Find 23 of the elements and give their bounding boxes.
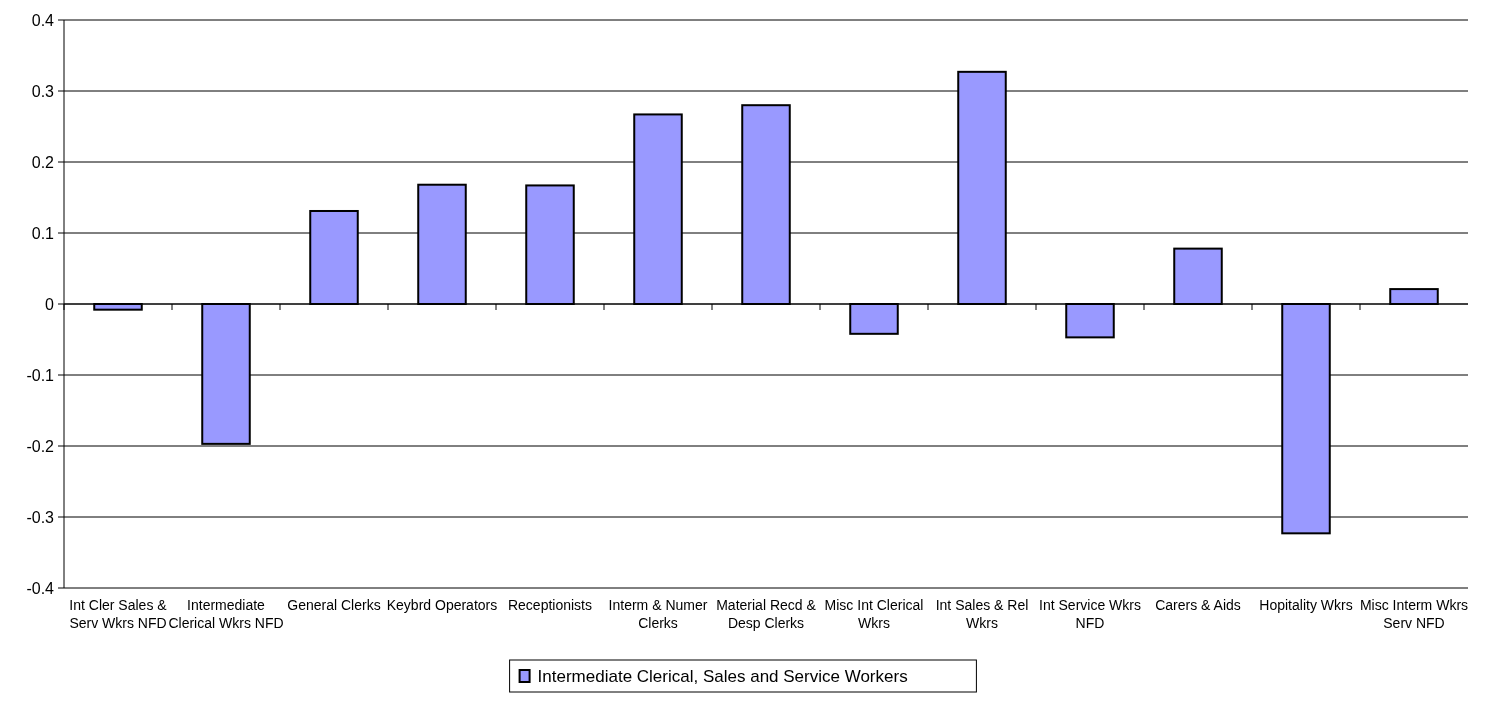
x-tick-label: Receptionists [507, 597, 593, 613]
y-tick-label: -0.1 [26, 366, 55, 384]
x-tick-label: Material Recd & Desp Clerks [716, 597, 817, 631]
x-tick-label: General Clerks [287, 597, 381, 613]
y-tick-label: 0.1 [31, 224, 55, 242]
x-tick-label: Hopitality Wkrs [1259, 597, 1353, 613]
y-tick-label: -0.3 [26, 508, 55, 526]
y-tick-label: 0.2 [31, 153, 55, 171]
y-tick-label: 0 [45, 295, 55, 313]
x-tick-label: Int Service Wkrs NFD [1039, 597, 1141, 631]
y-tick-label: -0.2 [26, 437, 55, 455]
x-tick-label: Int Sales & Rel Wkrs [935, 597, 1029, 631]
x-tick-label: Misc Int Clerical Wkrs [824, 597, 924, 631]
y-tick-label: 0.3 [31, 82, 55, 100]
x-tick-label: Keybrd Operators [386, 597, 498, 613]
legend-label: Intermediate Clerical, Sales and Service Workers [537, 666, 908, 686]
x-tick-label: Intermediate Clerical Wkrs NFD [168, 597, 284, 631]
x-tick-label: Interm & Numer Clerks [608, 597, 708, 631]
y-tick-label: -0.4 [26, 579, 55, 597]
x-tick-label: Int Cler Sales & Serv Wkrs NFD [69, 597, 168, 631]
x-tick-label: Carers & Aids [1155, 597, 1241, 613]
y-tick-label: 0.4 [31, 11, 55, 29]
x-tick-label: Misc Interm Wkrs Serv NFD [1359, 597, 1469, 631]
